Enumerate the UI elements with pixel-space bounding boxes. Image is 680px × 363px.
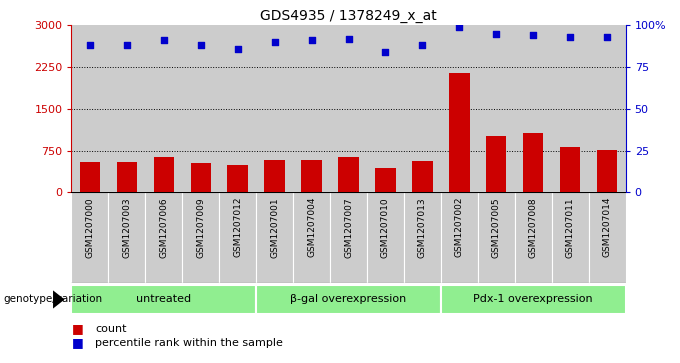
Bar bbox=[219, 192, 256, 283]
Text: GSM1207001: GSM1207001 bbox=[270, 197, 279, 258]
Bar bbox=[80, 162, 100, 192]
Bar bbox=[146, 192, 182, 283]
Point bbox=[528, 33, 539, 38]
Text: GSM1207012: GSM1207012 bbox=[233, 197, 242, 257]
Text: GSM1207013: GSM1207013 bbox=[418, 197, 427, 258]
Bar bbox=[339, 157, 358, 192]
Bar bbox=[404, 25, 441, 192]
Bar bbox=[551, 25, 589, 192]
Text: GSM1207003: GSM1207003 bbox=[122, 197, 131, 258]
Point bbox=[380, 49, 391, 55]
Bar bbox=[256, 192, 293, 283]
Bar bbox=[367, 192, 404, 283]
Point bbox=[158, 37, 169, 43]
Bar bbox=[330, 192, 367, 283]
Bar bbox=[478, 192, 515, 283]
Bar bbox=[560, 147, 580, 192]
Text: percentile rank within the sample: percentile rank within the sample bbox=[95, 338, 283, 348]
Title: GDS4935 / 1378249_x_at: GDS4935 / 1378249_x_at bbox=[260, 9, 437, 23]
Point bbox=[491, 31, 502, 37]
Bar bbox=[449, 73, 469, 192]
Point bbox=[343, 36, 354, 42]
Bar bbox=[589, 25, 626, 192]
Text: GSM1207000: GSM1207000 bbox=[86, 197, 95, 258]
Text: GSM1207007: GSM1207007 bbox=[344, 197, 353, 258]
Bar bbox=[515, 192, 551, 283]
Bar bbox=[71, 192, 108, 283]
Bar bbox=[441, 285, 626, 314]
Point bbox=[454, 24, 465, 30]
Bar bbox=[71, 25, 108, 192]
Bar bbox=[551, 192, 589, 283]
Point bbox=[306, 37, 317, 43]
Text: Pdx-1 overexpression: Pdx-1 overexpression bbox=[473, 294, 593, 304]
Bar bbox=[597, 150, 617, 192]
Point bbox=[417, 42, 428, 48]
Text: GSM1207010: GSM1207010 bbox=[381, 197, 390, 258]
Bar bbox=[486, 136, 507, 192]
Bar bbox=[404, 192, 441, 283]
Bar bbox=[330, 25, 367, 192]
Text: GSM1207008: GSM1207008 bbox=[529, 197, 538, 258]
Text: GSM1207004: GSM1207004 bbox=[307, 197, 316, 257]
Bar bbox=[146, 25, 182, 192]
Text: β-gal overexpression: β-gal overexpression bbox=[290, 294, 407, 304]
Point bbox=[565, 34, 576, 40]
Point bbox=[233, 46, 243, 52]
Bar bbox=[515, 25, 551, 192]
Bar bbox=[589, 192, 626, 283]
Bar bbox=[301, 160, 322, 192]
Bar bbox=[478, 25, 515, 192]
Bar bbox=[117, 162, 137, 192]
Bar bbox=[256, 25, 293, 192]
Bar bbox=[190, 163, 211, 192]
Bar bbox=[441, 25, 478, 192]
Bar bbox=[228, 165, 248, 192]
Text: GSM1207006: GSM1207006 bbox=[159, 197, 168, 258]
Text: GSM1207011: GSM1207011 bbox=[566, 197, 575, 258]
Point bbox=[269, 39, 280, 45]
Point bbox=[121, 42, 132, 48]
Text: count: count bbox=[95, 323, 126, 334]
Polygon shape bbox=[53, 290, 65, 309]
Text: GSM1207002: GSM1207002 bbox=[455, 197, 464, 257]
Point bbox=[195, 42, 206, 48]
Bar bbox=[523, 133, 543, 192]
Bar bbox=[293, 192, 330, 283]
Point bbox=[602, 34, 613, 40]
Bar bbox=[182, 192, 219, 283]
Bar bbox=[108, 25, 146, 192]
Bar bbox=[412, 161, 432, 192]
Bar bbox=[375, 168, 396, 192]
Bar bbox=[441, 192, 478, 283]
Bar bbox=[182, 25, 219, 192]
Text: untreated: untreated bbox=[136, 294, 191, 304]
Text: ■: ■ bbox=[71, 337, 83, 350]
Text: GSM1207009: GSM1207009 bbox=[197, 197, 205, 258]
Bar bbox=[108, 192, 146, 283]
Text: ■: ■ bbox=[71, 322, 83, 335]
Bar bbox=[367, 25, 404, 192]
Point bbox=[84, 42, 95, 48]
Bar bbox=[219, 25, 256, 192]
Bar bbox=[256, 285, 441, 314]
Bar bbox=[265, 160, 285, 192]
Bar bbox=[71, 285, 256, 314]
Text: GSM1207005: GSM1207005 bbox=[492, 197, 500, 258]
Bar bbox=[154, 157, 174, 192]
Text: GSM1207014: GSM1207014 bbox=[602, 197, 611, 257]
Text: genotype/variation: genotype/variation bbox=[3, 294, 103, 305]
Bar bbox=[293, 25, 330, 192]
